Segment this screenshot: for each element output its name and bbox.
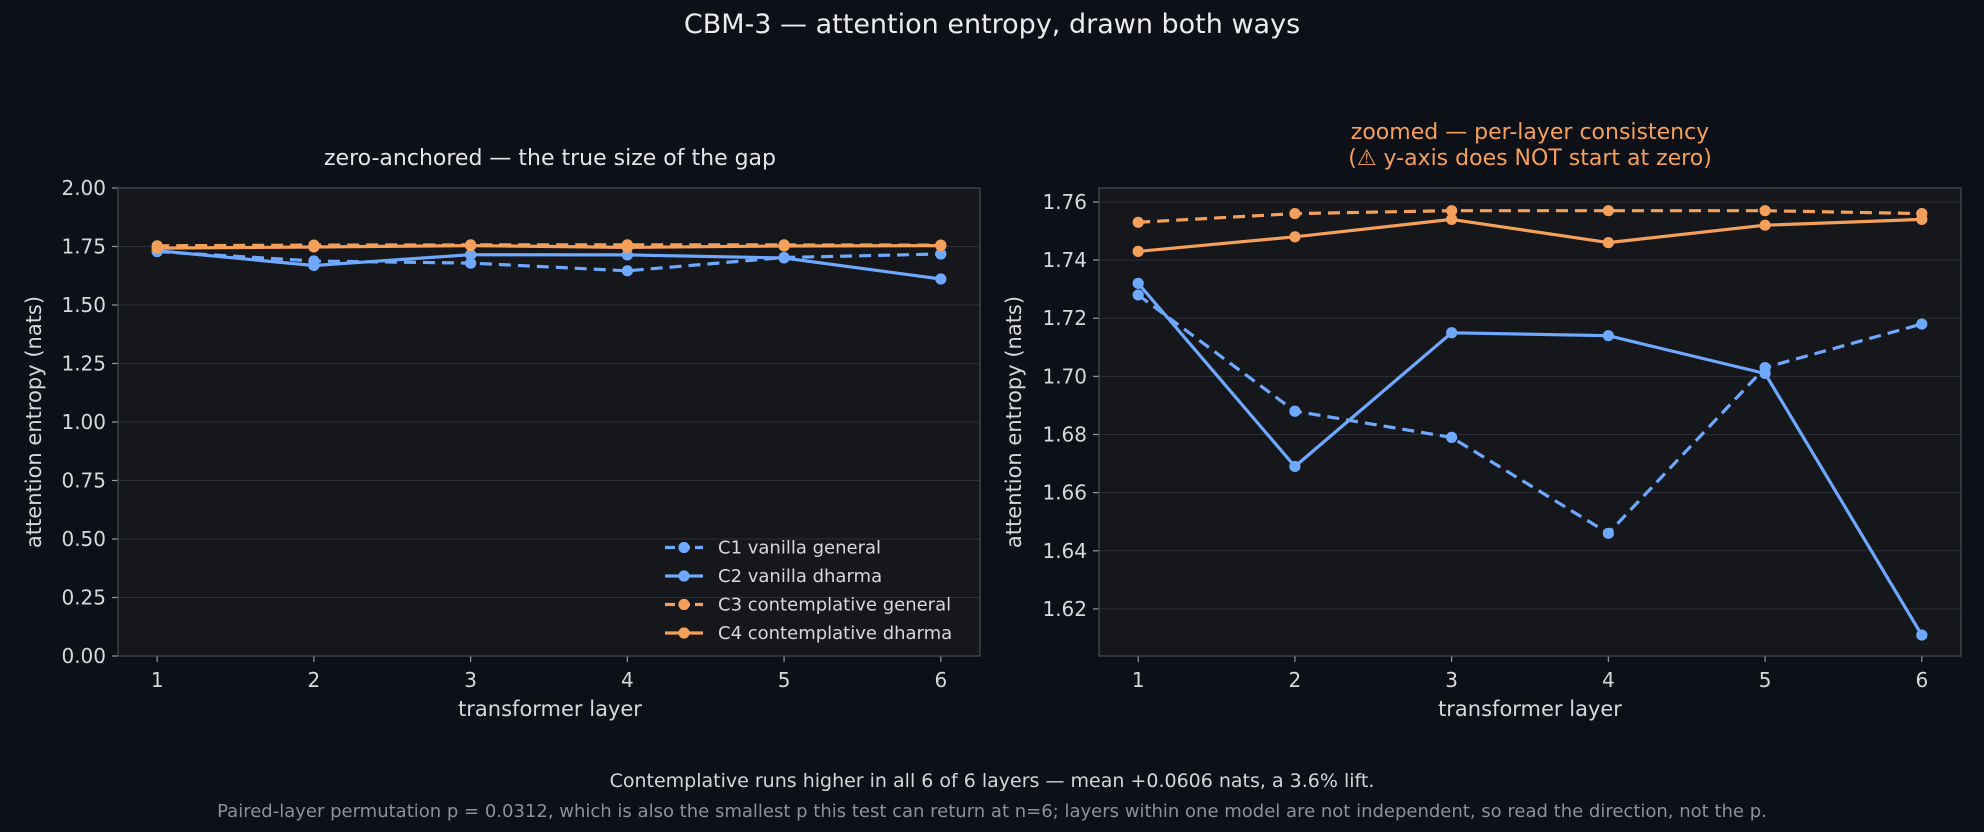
left-ytick-label: 1.75: [61, 235, 106, 259]
right-data-point-c2: [1289, 460, 1301, 473]
right-data-point-c4: [1602, 237, 1614, 249]
legend-label-c1: C1 vanilla general: [718, 538, 881, 559]
right-data-point-c4: [1916, 213, 1928, 225]
right-data-point-c2: [1602, 330, 1614, 342]
right-data-point-c2: [1446, 327, 1458, 339]
right-xtick-label: 1: [1132, 668, 1145, 692]
right-xtick-label: 2: [1289, 668, 1302, 692]
left-data-point-c1: [621, 265, 633, 277]
right-plot-area: [1099, 188, 1961, 656]
left-xaxis-label: transformer layer: [458, 697, 642, 721]
left-data-point-c1: [465, 257, 477, 269]
right-yaxis-label: attention entropy (nats): [1002, 296, 1026, 548]
right-data-point-c1: [1132, 289, 1144, 301]
left-data-point-c4: [465, 239, 477, 252]
left-data-point-c4: [308, 241, 320, 253]
right-data-point-c3: [1289, 207, 1301, 220]
right-ytick-label: 1.66: [1042, 481, 1087, 505]
legend-swatch-marker-c3: [678, 598, 690, 611]
right-data-point-c3: [1602, 205, 1614, 217]
left-legend: C1 vanilla general C2 vanilla dharma C3 co…: [665, 538, 952, 644]
right-data-point-c1: [1446, 431, 1458, 444]
right-data-point-c3: [1446, 205, 1458, 217]
right-data-point-c4: [1759, 219, 1771, 231]
right-series-line-c2: [1136, 281, 1924, 637]
right-data-point-c2: [1759, 367, 1771, 380]
legend-label-c2: C2 vanilla dharma: [718, 566, 882, 587]
right-xtick-label: 5: [1759, 668, 1772, 692]
right-data-point-c4: [1446, 213, 1458, 225]
right-axes-frame: [1098, 187, 1962, 657]
right-ytick-label: 1.70: [1042, 364, 1087, 388]
right-data-point-c2: [1132, 277, 1144, 289]
legend-swatch-marker-c4: [678, 627, 690, 639]
footer-summary: Contemplative runs higher in all 6 of 6 …: [610, 770, 1375, 792]
left-xtick-label: 2: [308, 668, 321, 692]
right-data-point-c4: [1132, 245, 1144, 257]
right-data-point-c4: [1289, 231, 1301, 243]
left-chart-title: zero-anchored — the true size of the gap: [324, 146, 776, 171]
right-series-line-c1: [1137, 293, 1923, 535]
left-ytick-label: 1.25: [61, 352, 106, 376]
left-ytick-label: 1.00: [61, 410, 106, 434]
right-ytick-label: 1.62: [1042, 597, 1087, 621]
right-xtick-label: 4: [1602, 668, 1615, 692]
right-ytick-label: 1.76: [1042, 190, 1087, 214]
right-data-point-c2: [1916, 629, 1928, 641]
right-ytick-label: 1.68: [1042, 422, 1087, 446]
right-xaxis-label: transformer layer: [1438, 697, 1622, 721]
left-series-line-c1: [157, 250, 941, 273]
right-data-point-c3: [1132, 216, 1144, 228]
left-data-point-c4: [778, 240, 790, 252]
right-ytick-label: 1.72: [1042, 306, 1087, 330]
right-chart-title-line2: (⚠ y-axis does NOT start at zero): [1348, 146, 1712, 171]
right-series-line-c3: [1138, 209, 1922, 224]
right-series-line-c4: [1136, 217, 1924, 253]
footer-caveat: Paired-layer permutation p = 0.0312, whi…: [217, 801, 1767, 822]
right-data-point-c1: [1602, 527, 1614, 539]
left-ytick-label: 1.50: [61, 293, 106, 317]
left-xtick-label: 5: [778, 668, 791, 692]
legend-label-c3: C3 contemplative general: [718, 595, 951, 616]
right-ytick-label: 1.74: [1042, 248, 1087, 272]
left-data-point-c4: [621, 241, 633, 254]
plot-layer: 0.00 0.25 0.50 0.75 1.00 1.25 1.50 1.75 2.00 1 2 3 4…: [61, 176, 1962, 692]
legend-label-c4: C4 contemplative dharma: [718, 623, 952, 644]
left-xtick-label: 3: [464, 668, 477, 692]
right-data-point-c1: [1916, 318, 1928, 330]
right-xtick-label: 6: [1915, 668, 1928, 692]
left-data-point-c4: [935, 239, 947, 252]
right-data-point-c3: [1759, 205, 1771, 217]
left-data-point-c2: [778, 252, 790, 264]
left-data-point-c2: [308, 259, 320, 272]
left-ytick-label: 0.75: [61, 469, 106, 493]
right-ytick-label: 1.64: [1042, 539, 1087, 563]
left-ytick-label: 0.25: [61, 586, 106, 610]
left-ytick-label: 0.00: [61, 644, 106, 668]
figure-suptitle: CBM-3 — attention entropy, drawn both wa…: [684, 9, 1300, 40]
left-xtick-label: 1: [151, 668, 164, 692]
left-ytick-label: 0.50: [61, 527, 106, 551]
legend-swatch-marker-c2: [678, 570, 690, 582]
right-chart-title-line1: zoomed — per-layer consistency: [1351, 120, 1709, 145]
left-series-line-c4: [155, 244, 943, 250]
left-data-point-c1: [935, 248, 947, 260]
right-xtick-label: 3: [1445, 668, 1458, 692]
left-data-point-c2: [935, 273, 947, 285]
left-data-point-c2: [465, 249, 477, 261]
left-series-line-c2: [155, 249, 943, 281]
left-data-point-c4: [151, 242, 163, 254]
legend-swatch-marker-c1: [678, 541, 690, 554]
left-yaxis-label: attention entropy (nats): [22, 296, 46, 548]
left-xtick-label: 6: [934, 668, 947, 692]
left-axes-frame: [117, 187, 981, 657]
right-data-point-c1: [1289, 405, 1301, 417]
left-xtick-label: 4: [621, 668, 634, 692]
left-ytick-label: 2.00: [61, 176, 106, 200]
